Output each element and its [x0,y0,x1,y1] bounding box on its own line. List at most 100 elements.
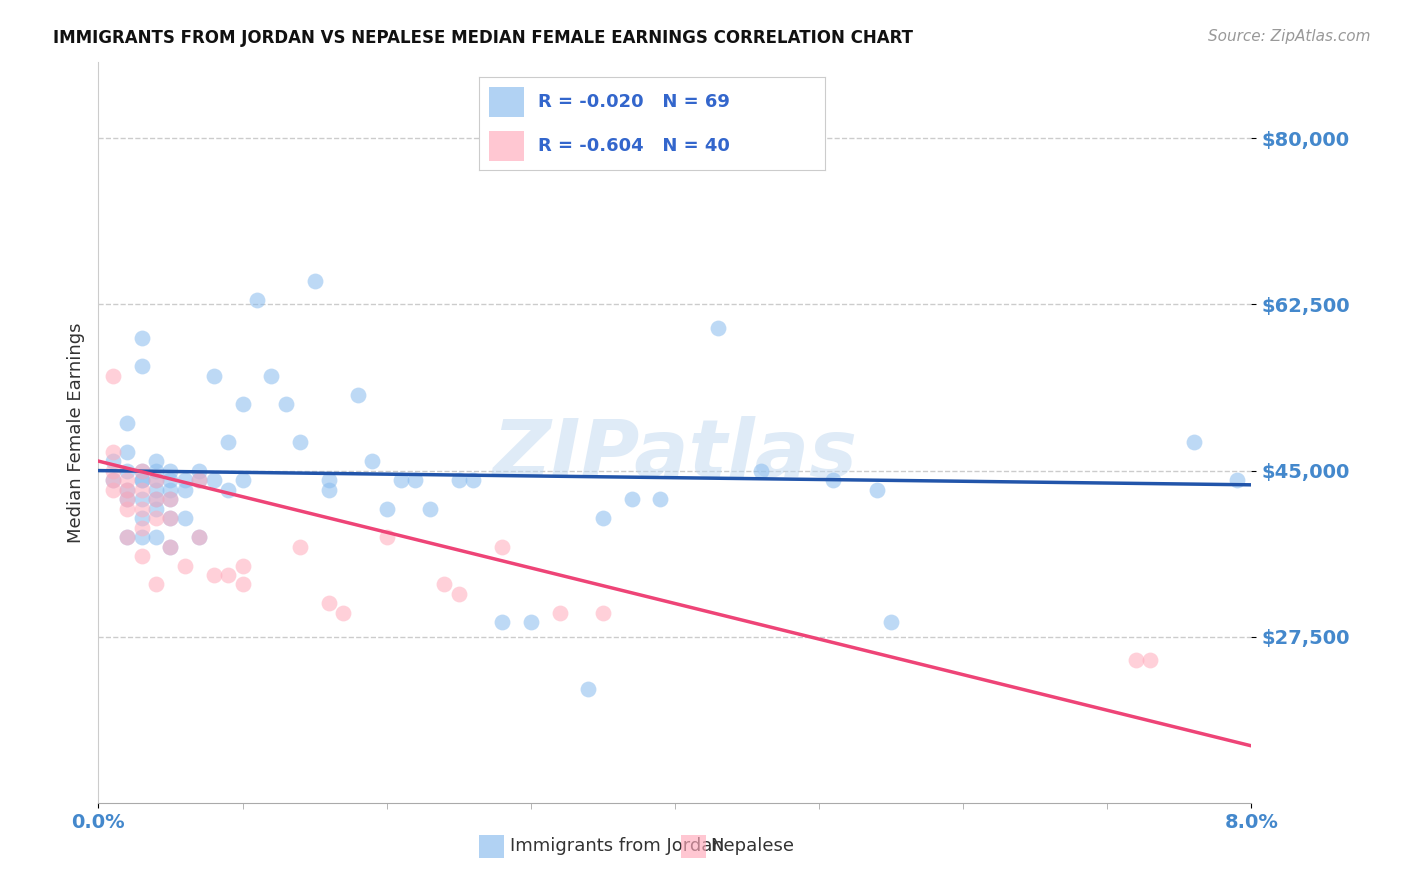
Point [159,540,181,554]
Point [117,530,139,544]
Point [1125,653,1147,667]
Point [202,473,225,487]
Point [751,464,773,478]
Bar [681,835,706,858]
Point [145,491,167,506]
Point [332,606,354,620]
Point [101,473,124,487]
Point [447,473,470,487]
Point [318,473,340,487]
Point [117,530,139,544]
Point [101,464,124,478]
Point [246,293,269,307]
Point [823,473,845,487]
Point [231,577,254,591]
Point [231,558,254,573]
Point [159,511,181,525]
Point [202,568,225,582]
Point [131,464,153,478]
Point [461,473,484,487]
Text: Source: ZipAtlas.com: Source: ZipAtlas.com [1208,29,1371,44]
Point [131,483,153,497]
Point [131,549,153,563]
Point [578,681,600,696]
Point [188,464,211,478]
Point [101,368,124,383]
Point [174,511,197,525]
Point [159,511,181,525]
Point [117,464,139,478]
Point [491,615,513,630]
Point [145,577,167,591]
Text: IMMIGRANTS FROM JORDAN VS NEPALESE MEDIAN FEMALE EARNINGS CORRELATION CHART: IMMIGRANTS FROM JORDAN VS NEPALESE MEDIA… [53,29,914,46]
Point [217,568,239,582]
Point [548,606,571,620]
Point [202,368,225,383]
Point [131,359,153,374]
Point [274,397,297,411]
Point [304,274,326,288]
Point [707,321,730,335]
Point [145,483,167,497]
Point [117,483,139,497]
Point [101,473,124,487]
Point [131,491,153,506]
Point [188,530,211,544]
Point [188,473,211,487]
Point [145,454,167,468]
Point [866,483,889,497]
Point [290,435,312,450]
Point [260,368,283,383]
Point [145,501,167,516]
Point [361,454,384,468]
Bar [479,835,505,858]
Point [174,473,197,487]
Point [290,540,312,554]
Point [231,397,254,411]
Point [159,491,181,506]
Point [145,491,167,506]
Point [145,464,167,478]
Text: Immigrants from Jordan: Immigrants from Jordan [510,838,724,855]
Point [231,473,254,487]
Point [217,483,239,497]
Point [1226,473,1249,487]
Point [405,473,427,487]
Point [174,558,197,573]
Point [101,454,124,468]
Point [880,615,903,630]
Point [117,501,139,516]
Text: Nepalese: Nepalese [710,838,794,855]
Point [491,540,513,554]
Point [650,491,672,506]
Point [217,435,239,450]
Point [131,464,153,478]
Point [188,530,211,544]
Point [131,520,153,534]
Point [145,511,167,525]
Point [145,473,167,487]
Point [131,511,153,525]
Point [159,464,181,478]
Point [131,473,153,487]
Point [592,606,614,620]
Point [131,501,153,516]
Point [433,577,456,591]
Point [117,444,139,458]
Point [131,530,153,544]
Point [419,501,441,516]
Point [375,501,398,516]
Point [117,473,139,487]
Point [1139,653,1161,667]
Point [318,597,340,611]
Point [375,530,398,544]
Point [188,473,211,487]
Point [101,444,124,458]
Point [159,473,181,487]
Point [101,483,124,497]
Point [389,473,412,487]
Y-axis label: Median Female Earnings: Median Female Earnings [66,322,84,543]
Point [131,473,153,487]
Point [117,416,139,430]
Point [318,483,340,497]
